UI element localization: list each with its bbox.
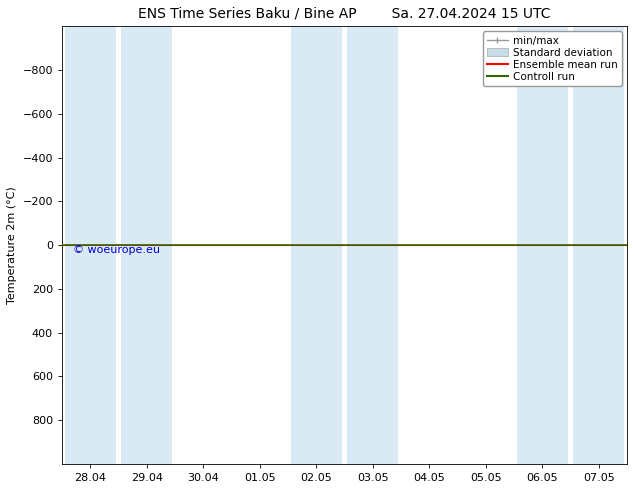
Bar — [517, 26, 567, 464]
Bar — [65, 26, 116, 464]
Legend: min/max, Standard deviation, Ensemble mean run, Controll run: min/max, Standard deviation, Ensemble me… — [482, 31, 622, 86]
Text: © woeurope.eu: © woeurope.eu — [74, 245, 160, 255]
Y-axis label: Temperature 2m (°C): Temperature 2m (°C) — [7, 186, 17, 304]
Bar — [121, 26, 172, 464]
Bar — [291, 26, 342, 464]
Bar — [347, 26, 398, 464]
Title: ENS Time Series Baku / Bine AP        Sa. 27.04.2024 15 UTC: ENS Time Series Baku / Bine AP Sa. 27.04… — [138, 7, 551, 21]
Bar — [573, 26, 624, 464]
